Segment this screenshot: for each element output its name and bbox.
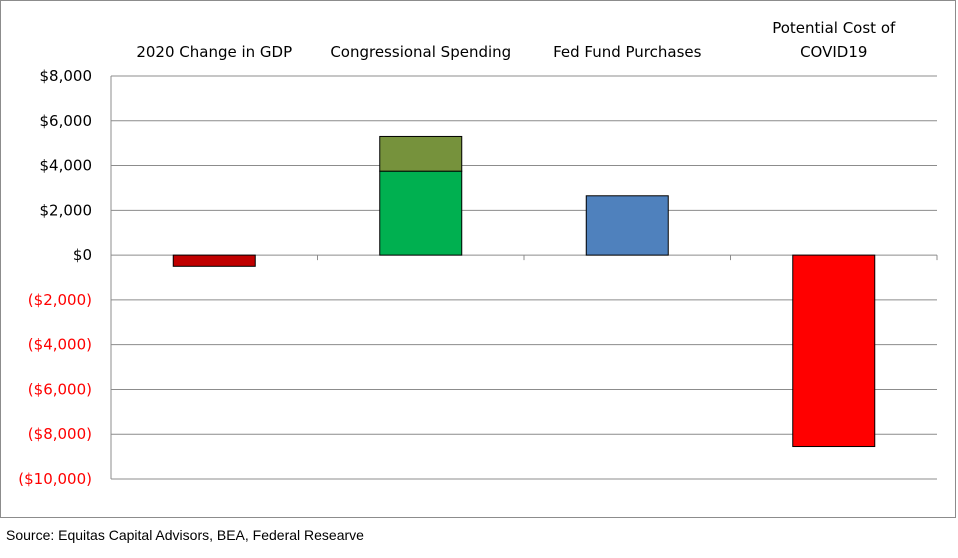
y-tick-label: $4,000 xyxy=(40,157,93,175)
category-label: Potential Cost of COVID19 xyxy=(772,19,896,61)
bar-chart: $8,000 $6,000 $4,000 $2,000 $0 ($2,000) ($4,00… xyxy=(18,19,938,488)
y-tick-label: ($4,000) xyxy=(28,336,92,354)
bar xyxy=(172,254,256,267)
bar xyxy=(585,195,669,256)
y-tick-label: ($10,000) xyxy=(18,470,92,488)
y-tick-label: $2,000 xyxy=(40,201,93,219)
category-label: 2020 Change in GDP xyxy=(136,43,292,61)
category-label: Fed Fund Purchases xyxy=(553,43,702,61)
y-tick-label: ($6,000) xyxy=(28,380,92,398)
chart-frame: $8,000 $6,000 $4,000 $2,000 $0 ($2,000) ($4,00… xyxy=(0,0,956,518)
bar xyxy=(379,170,463,256)
y-tick-label: $8,000 xyxy=(40,67,93,85)
y-tick-label: $6,000 xyxy=(40,112,93,130)
bar xyxy=(379,135,463,172)
y-tick-label: ($8,000) xyxy=(28,425,92,443)
y-tick-label: $0 xyxy=(73,246,92,264)
bar xyxy=(792,254,876,448)
category-label: Congressional Spending xyxy=(330,43,511,61)
y-tick-label: ($2,000) xyxy=(28,291,92,309)
source-note: Source: Equitas Capital Advisors, BEA, F… xyxy=(6,527,364,543)
